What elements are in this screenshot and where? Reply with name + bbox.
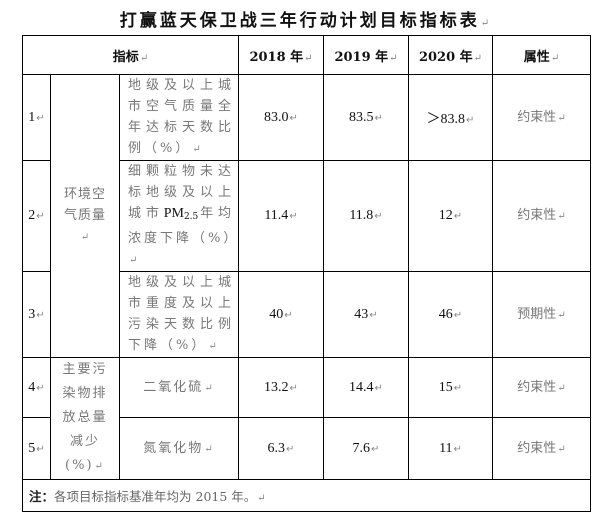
indicator-name-part: 年均浓度下降（%） bbox=[128, 206, 240, 246]
row-number: 5 bbox=[22, 417, 51, 480]
value-2020: 15 bbox=[408, 356, 493, 419]
header-attribute: 属性 bbox=[492, 35, 591, 75]
pm-label: PM bbox=[163, 206, 184, 221]
attribute: 约束性 bbox=[492, 160, 591, 272]
table-note: 注：各项目标指标基准年均为 2015 年。 bbox=[22, 479, 591, 512]
value-2018: 6.3 bbox=[238, 417, 324, 480]
note-label: 注： bbox=[29, 489, 55, 504]
attribute: 约束性 bbox=[492, 417, 591, 480]
header-indicator: 指标 bbox=[22, 35, 239, 75]
row-number: 4 bbox=[22, 356, 51, 419]
header-row: 指标 2018 年 2019 年 2020 年 属性 bbox=[22, 35, 591, 75]
attribute: 预期性 bbox=[492, 271, 591, 358]
pm-subscript: 2.5 bbox=[183, 212, 199, 222]
group-pollutant-reduction: 主要污染物排放总量减少(%) bbox=[50, 357, 120, 480]
indicator-name: 二氧化硫 bbox=[119, 356, 239, 419]
value-2018: 11.4 bbox=[238, 160, 324, 272]
value-2019: 14.4 bbox=[323, 356, 409, 419]
indicator-name: 地级及以上城市空气质量全年达标天数比例（%） bbox=[119, 74, 239, 161]
indicator-name: 地级及以上城市重度及以上污染天数比例下降（%） bbox=[119, 271, 239, 358]
row-number: 1 bbox=[22, 74, 51, 161]
attribute: 约束性 bbox=[492, 356, 591, 419]
indicator-name: 细颗粒物未达标地级及以上城市PM2.5年均浓度下降（%） bbox=[119, 160, 240, 272]
attribute: 约束性 bbox=[492, 74, 591, 161]
value-2018: 40 bbox=[238, 271, 324, 358]
table-title: 打赢蓝天保卫战三年行动计划目标指标表 bbox=[0, 6, 612, 31]
value-2020: 46 bbox=[408, 271, 493, 358]
value-2019: 11.8 bbox=[323, 160, 409, 272]
header-2020: 2020 年 bbox=[408, 35, 493, 75]
group-air-quality: 环境空气质量 bbox=[50, 74, 120, 358]
row-number: 2 bbox=[22, 160, 51, 272]
table-row: 3 地级及以上城市重度及以上污染天数比例下降（%） 40 43 46 预期性 bbox=[22, 271, 591, 358]
value-2020: ＞83.8 bbox=[408, 74, 493, 161]
header-2019: 2019 年 bbox=[323, 35, 409, 75]
indicator-name: 氮氧化物 bbox=[119, 417, 239, 480]
note-text: 各项目标指标基准年均为 2015 年。 bbox=[54, 489, 257, 504]
target-indicator-table: 指标 2018 年 2019 年 2020 年 属性 1 环境空气质量 地级及以… bbox=[22, 35, 591, 512]
note-row: 注：各项目标指标基准年均为 2015 年。 bbox=[22, 479, 591, 512]
table-row: 4 主要污染物排放总量减少(%) 二氧化硫 13.2 14.4 15 约束性 bbox=[22, 356, 591, 480]
table-row: 2 细颗粒物未达标地级及以上城市PM2.5年均浓度下降（%） 11.4 11.8… bbox=[22, 160, 591, 272]
value-2020: 12 bbox=[408, 160, 493, 272]
value-2018: 83.0 bbox=[238, 74, 324, 161]
value-2018: 13.2 bbox=[238, 356, 324, 419]
value-2019: 83.5 bbox=[323, 74, 409, 161]
table-row: 1 环境空气质量 地级及以上城市空气质量全年达标天数比例（%） 83.0 83.… bbox=[22, 74, 591, 358]
indicator-name-part: 细颗粒物未达标地级及以上城市 bbox=[128, 164, 234, 221]
value-2020: 11 bbox=[408, 417, 493, 480]
value-2019: 7.6 bbox=[323, 417, 409, 480]
header-2018: 2018 年 bbox=[238, 35, 324, 75]
row-number: 3 bbox=[22, 271, 51, 358]
value-2019: 43 bbox=[323, 271, 409, 358]
